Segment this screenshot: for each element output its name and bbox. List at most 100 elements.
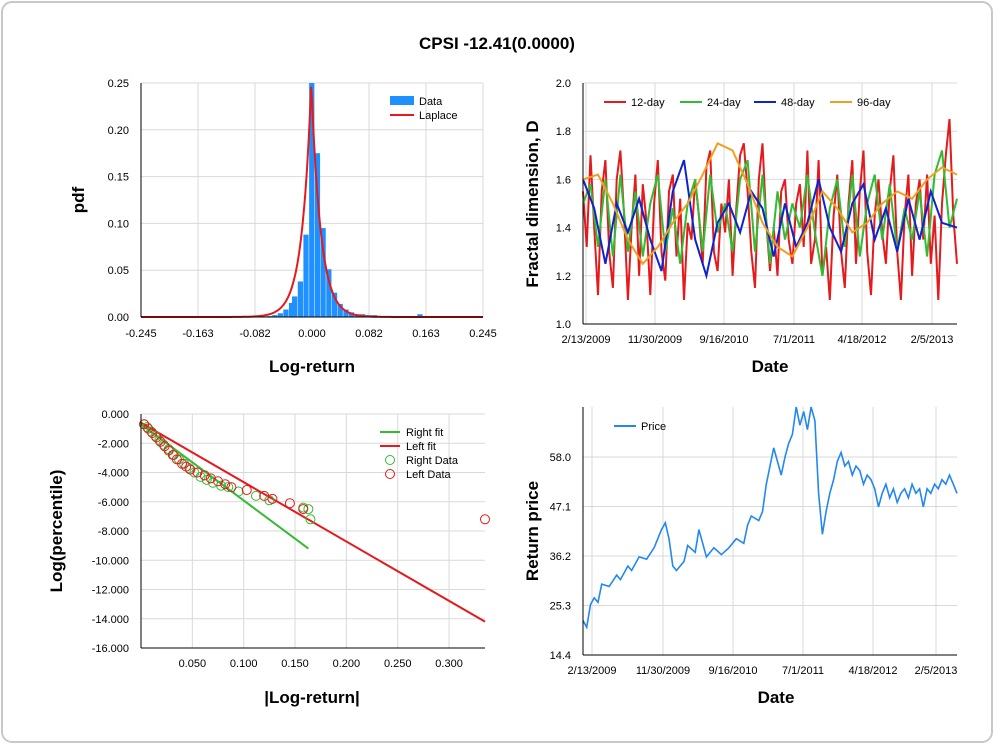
pdf-y-tick: 0.00 bbox=[108, 312, 129, 324]
tail-x-label: |Log-return| bbox=[264, 688, 359, 707]
pdf-x-tick: 0.163 bbox=[412, 328, 440, 340]
price-x-tick: 2/13/2009 bbox=[568, 665, 617, 677]
left-data-point bbox=[213, 476, 224, 487]
legend-label-48-day: 48-day bbox=[781, 97, 815, 109]
right-data-point bbox=[233, 486, 244, 497]
price-y-label: Return price bbox=[523, 481, 542, 581]
legend-swatch-right-data bbox=[385, 455, 395, 465]
tail-y-tick: -2.000 bbox=[98, 438, 129, 450]
tail-legend: Right fit Left fit Right Data Left Data bbox=[380, 427, 459, 481]
pdf-y-tick: 0.05 bbox=[108, 265, 129, 277]
pdf-bar bbox=[320, 228, 326, 317]
pdf-bar bbox=[309, 83, 315, 317]
pdf-bar bbox=[297, 281, 303, 317]
pdf-x-label: Log-return bbox=[269, 357, 355, 376]
pdf-x-tick: -0.163 bbox=[182, 328, 213, 340]
fractal-y-tick: 2.0 bbox=[556, 78, 571, 90]
pdf-y-tick: 0.25 bbox=[108, 78, 129, 90]
pdf-bar bbox=[337, 303, 343, 317]
legend-label-price: Price bbox=[641, 421, 666, 433]
price-y-tick: 47.1 bbox=[550, 501, 571, 513]
price-panel: 2/13/2009 11/30/2009 9/16/2010 7/1/2011 4/18… bbox=[523, 406, 958, 707]
legend-label-96-day: 96-day bbox=[857, 97, 891, 109]
pdf-bar bbox=[417, 314, 423, 317]
pdf-bar bbox=[326, 269, 332, 317]
figure-title: CPSI -12.41(0.0000) bbox=[419, 34, 575, 53]
pdf-x-tick: 0.245 bbox=[469, 328, 497, 340]
price-legend: Price bbox=[614, 421, 666, 433]
fractal-y-tick: 1.2 bbox=[556, 271, 571, 283]
pdf-y-tick: 0.20 bbox=[108, 125, 129, 137]
price-y-tick: 14.4 bbox=[550, 650, 571, 662]
legend-label-12-day: 12-day bbox=[631, 97, 665, 109]
pdf-bar bbox=[272, 315, 278, 317]
pdf-bar bbox=[292, 296, 298, 317]
right-data-point bbox=[223, 482, 234, 493]
price-x-tick: 7/1/2011 bbox=[782, 665, 824, 677]
pdf-x-tick: -0.245 bbox=[125, 328, 156, 340]
legend-label-laplace: Laplace bbox=[419, 110, 458, 122]
fractal-x-tick: 4/18/2012 bbox=[838, 334, 887, 346]
left-data-point bbox=[226, 482, 237, 493]
tail-y-tick: -12.000 bbox=[92, 585, 129, 597]
price-line bbox=[582, 406, 958, 630]
pdf-panel: -0.245 -0.163 -0.082 0.000 0.082 0.163 0.245 0.… bbox=[69, 78, 497, 376]
price-y-tick: 58.0 bbox=[550, 452, 571, 464]
fractal-y-tick: 1.6 bbox=[556, 174, 571, 186]
tail-y-tick: -14.000 bbox=[92, 614, 129, 626]
legend-label-left-fit: Left fit bbox=[406, 441, 436, 453]
tail-x-tick: 0.050 bbox=[179, 658, 207, 670]
price-x-tick: 9/16/2010 bbox=[709, 665, 758, 677]
pdf-y-tick: 0.15 bbox=[108, 172, 129, 184]
pdf-bar bbox=[283, 309, 289, 317]
legend-swatch-left-data bbox=[385, 469, 395, 479]
legend-label-24-day: 24-day bbox=[707, 97, 741, 109]
pdf-x-tick: 0.082 bbox=[355, 328, 383, 340]
tail-y-tick: -10.000 bbox=[92, 555, 129, 567]
price-y-tick: 36.2 bbox=[550, 551, 571, 563]
tail-y-tick: 0.000 bbox=[101, 409, 129, 421]
tail-y-tick: -6.000 bbox=[98, 497, 129, 509]
pdf-y-label: pdf bbox=[69, 186, 88, 213]
right-data-point bbox=[303, 504, 314, 515]
left-data-point bbox=[480, 514, 490, 525]
price-x-tick: 11/30/2009 bbox=[636, 665, 690, 677]
tail-y-tick: -16.000 bbox=[92, 643, 129, 655]
fractal-line-24-day bbox=[582, 150, 958, 276]
tail-x-tick: 0.250 bbox=[384, 658, 412, 670]
tail-y-label: Log(percentile) bbox=[47, 470, 66, 593]
fractal-x-tick: 2/13/2009 bbox=[562, 334, 611, 346]
pdf-bar bbox=[343, 309, 349, 317]
fractal-y-tick: 1.8 bbox=[556, 126, 571, 138]
left-fit-line bbox=[140, 421, 486, 623]
price-x-tick: 2/5/2013 bbox=[915, 665, 958, 677]
left-data-point bbox=[199, 470, 210, 481]
tail-x-tick: 0.150 bbox=[281, 658, 309, 670]
tail-y-tick: -8.000 bbox=[98, 526, 129, 538]
legend-label-right-data: Right Data bbox=[406, 455, 459, 467]
left-data-point bbox=[220, 479, 231, 490]
pdf-bar bbox=[331, 292, 338, 317]
pdf-x-tick: 0.000 bbox=[298, 328, 326, 340]
right-data-point bbox=[251, 490, 262, 501]
legend-label-data: Data bbox=[419, 96, 443, 108]
left-data-point bbox=[267, 493, 278, 504]
left-data-point bbox=[205, 473, 216, 484]
fractal-x-label: Date bbox=[752, 357, 789, 376]
left-data-point bbox=[185, 464, 196, 475]
right-data-point bbox=[305, 514, 316, 525]
legend-swatch-data bbox=[390, 96, 414, 105]
legend-label-left-data: Left Data bbox=[406, 469, 452, 481]
tail-x-tick: 0.100 bbox=[230, 658, 258, 670]
figure-border bbox=[1, 1, 993, 743]
tail-x-tick: 0.200 bbox=[333, 658, 361, 670]
legend-label-right-fit: Right fit bbox=[406, 427, 443, 439]
fractal-legend: 12-day 24-day 48-day 96-day bbox=[604, 97, 891, 109]
fractal-y-label: Fractal dimension, D bbox=[523, 120, 542, 287]
pdf-bar bbox=[288, 302, 295, 317]
pdf-legend: Data Laplace bbox=[390, 96, 458, 122]
pdf-bar bbox=[277, 313, 283, 317]
tail-panel: 0.050 0.100 0.150 0.200 0.250 0.300 0.000 -2.00… bbox=[47, 409, 490, 707]
